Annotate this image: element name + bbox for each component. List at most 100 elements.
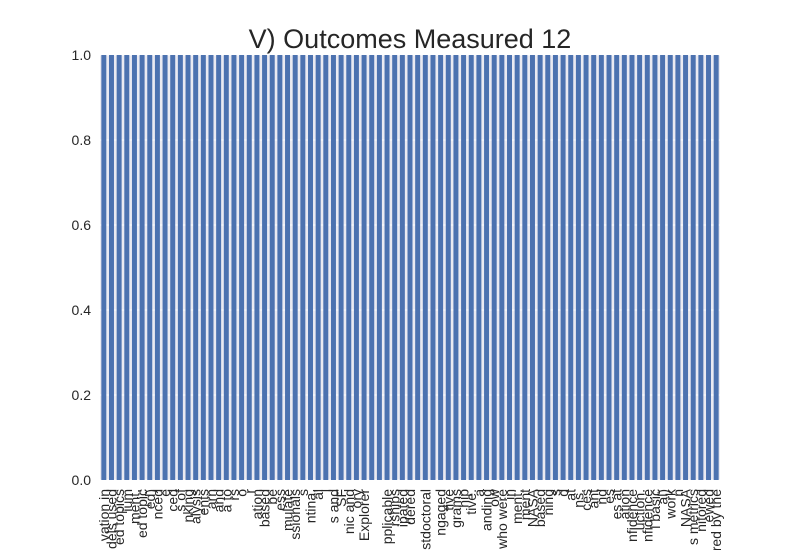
bar <box>308 55 313 480</box>
x-tick-label: ess <box>272 489 288 511</box>
x-tick-label: NASA <box>678 488 694 527</box>
x-tick-label: ces <box>578 489 594 511</box>
bar <box>147 55 153 480</box>
bar <box>560 55 566 480</box>
x-tick-label: ipated <box>394 489 410 527</box>
x-tick-label: SF <box>333 489 349 507</box>
x-tick-label: hip <box>456 489 472 508</box>
bar <box>698 55 704 480</box>
x-tick-label: o <box>234 489 250 497</box>
bar <box>330 55 336 480</box>
bar <box>399 55 405 480</box>
x-tick-label: stdoctoral <box>417 489 433 550</box>
bar <box>269 55 275 480</box>
x-tick-label: rships <box>387 489 403 526</box>
y-tick-label: 1.0 <box>72 47 92 63</box>
x-tick-label: ced <box>165 489 181 512</box>
x-tick-label: ents <box>195 489 211 515</box>
x-tick-label: in <box>502 489 518 500</box>
x-tick-label: nking <box>180 489 196 522</box>
bar <box>361 55 367 480</box>
x-tick-label: nfidence <box>639 489 655 542</box>
x-tick-label: alysis <box>188 489 204 524</box>
x-tick-label: e <box>157 489 173 497</box>
x-tick-label: who were <box>494 489 510 550</box>
chart-title: V) Outcomes Measured 12 <box>249 24 572 54</box>
bar <box>614 55 620 480</box>
x-tick-label: ment <box>517 489 533 520</box>
x-tick-label: tive <box>440 489 456 511</box>
x-tick-label: at <box>563 489 579 501</box>
x-tick-label: ant <box>586 489 602 509</box>
x-tick-label: s of <box>172 489 188 512</box>
x-tick-label: l <box>318 489 334 492</box>
bar <box>353 55 359 480</box>
bar <box>216 55 222 480</box>
x-tick-label: rs <box>226 489 242 501</box>
x-tick-label: ntina, <box>302 489 318 523</box>
bar <box>445 55 451 480</box>
bar <box>575 55 581 480</box>
x-tick-label: ed) <box>142 489 158 509</box>
x-tick-label: based <box>532 489 548 527</box>
x-tick-label: ment: <box>509 489 525 524</box>
x-tick-label: vation in <box>96 489 112 541</box>
bar <box>254 55 260 480</box>
x-tick-label: ngaged <box>433 489 449 536</box>
x-tick-label: arn <box>203 489 219 509</box>
bar <box>384 55 390 480</box>
y-axis: 0.0 0.2 0.4 0.6 0.8 1.0 <box>72 47 92 488</box>
bar <box>499 55 505 480</box>
bar <box>170 55 176 480</box>
x-tick-label: a to <box>218 489 234 513</box>
x-tick-label: and <box>211 489 227 512</box>
x-tick-label: s <box>295 489 311 496</box>
bar <box>545 55 551 480</box>
bar <box>277 55 283 480</box>
bar <box>713 55 719 480</box>
bar <box>407 55 413 480</box>
x-tick-label: ssionals <box>287 489 303 540</box>
x-tick-label: mulate <box>280 489 296 531</box>
bar <box>438 55 444 480</box>
bar <box>285 55 291 480</box>
bar <box>675 55 681 480</box>
y-tick-label: 0.4 <box>72 302 92 318</box>
x-tick-label: dels used <box>103 489 119 549</box>
x-tick-label: ed topic <box>134 489 150 538</box>
y-tick-label: 0.0 <box>72 472 92 488</box>
bar <box>461 55 467 480</box>
x-tick-label: nfidence <box>624 489 640 542</box>
bar <box>392 55 398 480</box>
x-tick-label: uction. <box>632 489 648 530</box>
x-tick-label: s <box>547 489 563 496</box>
x-tick-label: nced <box>149 489 165 519</box>
x-tick-label: ns. <box>570 489 586 508</box>
bar <box>514 55 520 480</box>
bar <box>193 55 199 480</box>
bar <box>667 55 673 480</box>
bar <box>116 55 122 480</box>
bar <box>315 55 321 480</box>
bar <box>208 55 214 480</box>
x-tick-label: nd <box>593 489 609 505</box>
bar <box>200 55 206 480</box>
bar <box>177 55 183 480</box>
bar <box>683 55 689 480</box>
x-tick-label: nic and <box>341 489 357 534</box>
x-tick-label: ow <box>486 488 502 507</box>
bar <box>262 55 268 480</box>
x-tick-label: s metrics <box>685 489 701 545</box>
bar <box>223 55 229 480</box>
bar <box>185 55 191 480</box>
bar <box>660 55 666 480</box>
bars-group <box>101 55 719 480</box>
x-tick-label: r <box>241 489 257 494</box>
bar <box>430 55 436 480</box>
bar <box>108 55 114 480</box>
bar <box>476 55 482 480</box>
bar <box>652 55 658 480</box>
bar <box>131 55 137 480</box>
